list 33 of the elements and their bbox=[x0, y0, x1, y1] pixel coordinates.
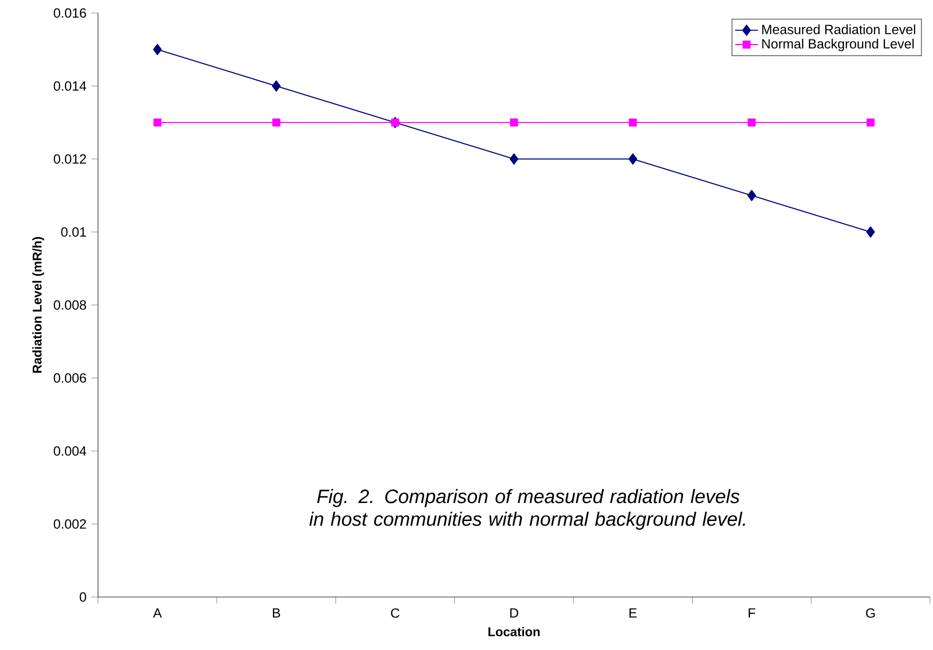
point bbox=[153, 118, 162, 126]
y-tick-label: 0.012 bbox=[54, 154, 86, 164]
legend-label: Measured Radiation Level bbox=[762, 24, 916, 34]
annotation: Fig. 2. Comparison of measured radiation levels in host communities with normal background level. bbox=[309, 489, 746, 530]
point bbox=[153, 44, 162, 56]
point bbox=[272, 80, 281, 92]
y-tick-label: 0.008 bbox=[54, 300, 86, 310]
y-axis-title: Radiation Level (mR/h) bbox=[32, 237, 44, 373]
y-tick-label: 0 bbox=[80, 592, 86, 602]
y-tick-label: 0.01 bbox=[61, 227, 86, 237]
point bbox=[747, 190, 756, 202]
y-tick-label: 0.002 bbox=[54, 519, 86, 529]
y-tick-label: 0.016 bbox=[54, 8, 86, 18]
point bbox=[628, 118, 637, 126]
x-axis-title: Location bbox=[488, 626, 540, 636]
point bbox=[510, 118, 518, 126]
point bbox=[628, 153, 638, 165]
x-tick-label: B bbox=[272, 608, 280, 618]
point bbox=[510, 153, 518, 165]
y-tick-label: 0.006 bbox=[54, 373, 86, 383]
point bbox=[866, 226, 875, 238]
x-tick-label: A bbox=[153, 608, 162, 618]
x-tick-label: G bbox=[866, 608, 875, 618]
y-tick-label: 0.004 bbox=[54, 446, 86, 456]
x-tick-label: F bbox=[748, 608, 756, 618]
y-tick-label: 0.014 bbox=[54, 81, 86, 91]
x-tick-label: E bbox=[629, 608, 637, 618]
legend-label: Normal Background Level bbox=[762, 38, 914, 52]
x-tick-label: C bbox=[390, 608, 400, 618]
point bbox=[748, 118, 756, 126]
point bbox=[272, 118, 280, 126]
x-tick-label: D bbox=[510, 608, 518, 618]
point bbox=[866, 118, 875, 126]
